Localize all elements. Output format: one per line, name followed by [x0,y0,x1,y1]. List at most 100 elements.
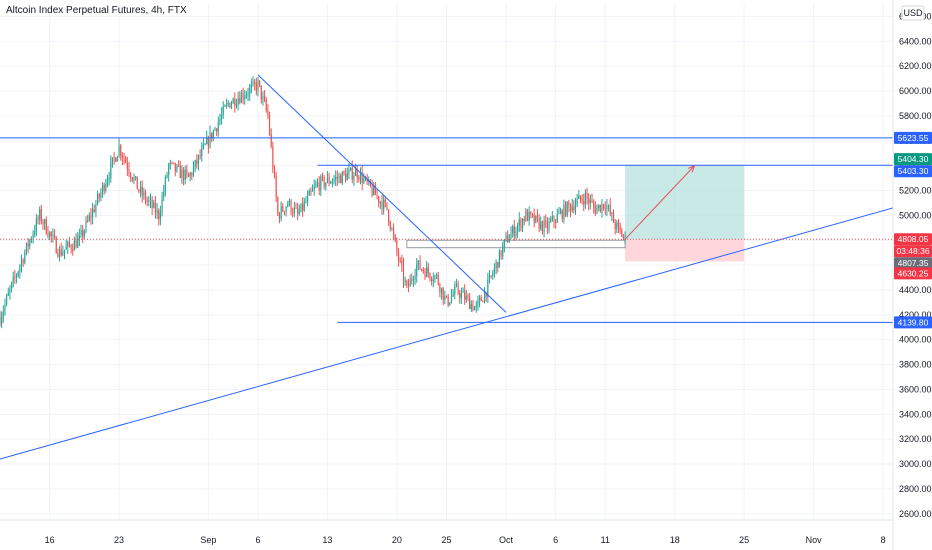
candle-body [533,214,535,223]
candle-body [92,209,94,218]
candle-body [27,242,29,247]
candle-body [402,264,405,282]
candle-body [351,167,353,180]
candle-body [130,173,132,178]
candle-body [244,96,246,99]
candle-body [397,252,400,261]
candle-body [407,284,410,287]
candle-body [517,225,519,232]
candle-body [262,96,264,100]
candle-body [328,177,330,184]
candle-body [459,293,461,298]
candle-body [363,178,365,183]
y-tick-label: 6200.00 [899,61,932,71]
candle-body [326,177,329,183]
candle-body [316,182,319,185]
trendline[interactable] [257,74,507,313]
candle-body [512,226,514,234]
candle-body [72,249,74,251]
candle-body [419,260,421,270]
candle-body [376,194,378,197]
candle-body [571,206,573,211]
candle-body [431,278,433,281]
candle-body [277,197,279,215]
candle-body [401,260,403,265]
candle-body [275,176,277,198]
candle-body [617,222,620,226]
candle-body [297,208,299,214]
candle-body [340,175,342,184]
candle-body [290,200,292,213]
candle-body [359,172,362,180]
candle-body [196,160,198,164]
candle-body [298,211,300,214]
candle-body [158,210,160,220]
chart-title: Altcoin Index Perpetual Futures, 4h, FTX [6,5,187,16]
candle-body [579,195,582,200]
y-tick-label: 2600.00 [899,509,932,519]
candle-body [427,267,429,274]
projection-arrow[interactable] [624,165,695,240]
candle-body [116,156,118,162]
candle-body [259,80,261,86]
candle-body [264,96,266,101]
candle-body [409,279,411,287]
candle-body [604,208,606,210]
candle-body [624,235,626,238]
candle-body [179,165,181,179]
candle-body [508,238,510,243]
candle-body [287,204,289,207]
candle-body [394,235,396,241]
x-tick-label: 6 [553,535,558,545]
candle-body [192,166,195,176]
candle-body [88,215,90,221]
y-tick-label: 3400.00 [899,409,932,419]
candle-body [7,292,9,296]
price-badge [894,267,932,280]
candle-body [530,211,532,214]
price-axis[interactable]: 2600.00 2800.00 3000.00 3200.00 3400.00 3600.… [892,0,932,550]
candle-body [528,211,530,221]
y-tick-label: 4400.00 [899,285,932,295]
candle-body [257,80,259,91]
candle-body [611,212,613,214]
candle-body [540,221,542,229]
candle-body [40,209,42,222]
candle-body [321,176,324,178]
candle-body [560,210,562,214]
currency-button[interactable]: USD [901,5,925,21]
candle-body [480,297,482,302]
candle-body [313,186,315,190]
candle-body [464,291,466,300]
time-axis[interactable]: 16 23 Sep 6 13 20 25 Oct 6 11 18 25 Nov 8 [0,519,893,545]
candle-body [211,132,213,139]
candle-body [354,169,357,176]
candle-body [303,201,305,211]
candle-body [207,137,209,147]
candle-body [434,275,436,280]
candle-body [543,220,545,232]
candle-body [609,205,611,214]
candle-body [576,199,578,205]
candle-body [120,145,122,156]
candle-body [110,162,112,178]
candle-body [83,230,85,237]
y-tick-label: 6400.00 [899,36,932,46]
candle-body [42,221,44,224]
candle-body [454,286,456,294]
candle-body [57,253,59,257]
candle-body [452,293,454,297]
projection-arrow-head [687,165,696,173]
candle-body [563,204,565,219]
candle-body [345,173,347,181]
trendline[interactable] [0,207,894,460]
candle-body [485,292,487,297]
price-badge-label: 5403.30 [898,166,929,176]
candle-body [498,250,500,268]
candle-body [103,184,105,191]
candle-body [169,162,171,165]
drawings[interactable] [0,74,894,460]
x-tick-label: 16 [45,535,55,545]
x-tick-label: 25 [739,535,749,545]
